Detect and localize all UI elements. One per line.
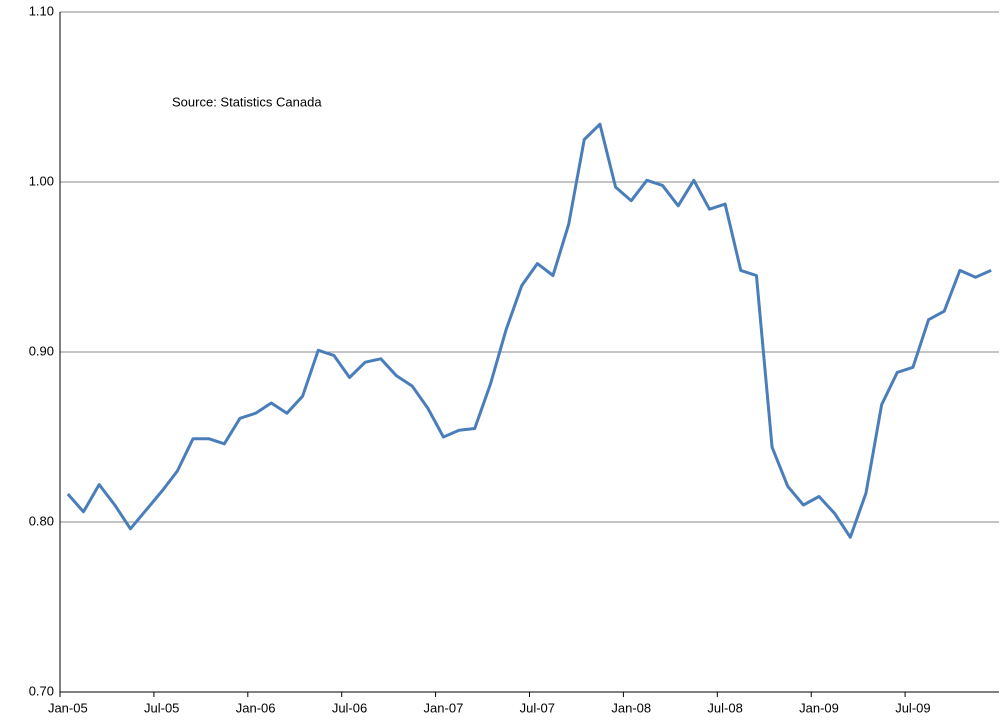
x-tick-label: Jan-08: [611, 700, 651, 715]
x-tick-label: Jul-07: [520, 700, 555, 715]
x-tick-label: Jan-05: [48, 700, 88, 715]
x-tick-label: Jul-06: [332, 700, 367, 715]
x-tick-label: Jan-09: [799, 700, 839, 715]
y-tick-label: 0.70: [29, 683, 54, 698]
x-tick-label: Jul-05: [144, 700, 179, 715]
data-line: [66, 122, 992, 539]
x-tick-label: Jan-07: [424, 700, 464, 715]
y-tick-label: 1.00: [29, 173, 54, 188]
y-tick-label: 0.90: [29, 343, 54, 358]
annotation: Source: Statistics Canada: [172, 94, 322, 109]
y-tick-label: 1.10: [29, 3, 54, 18]
x-tick-label: Jan-06: [236, 700, 276, 715]
y-tick-label: 0.80: [29, 513, 54, 528]
x-tick-label: Jul-08: [707, 700, 742, 715]
x-tick-label: Jul-09: [895, 700, 930, 715]
